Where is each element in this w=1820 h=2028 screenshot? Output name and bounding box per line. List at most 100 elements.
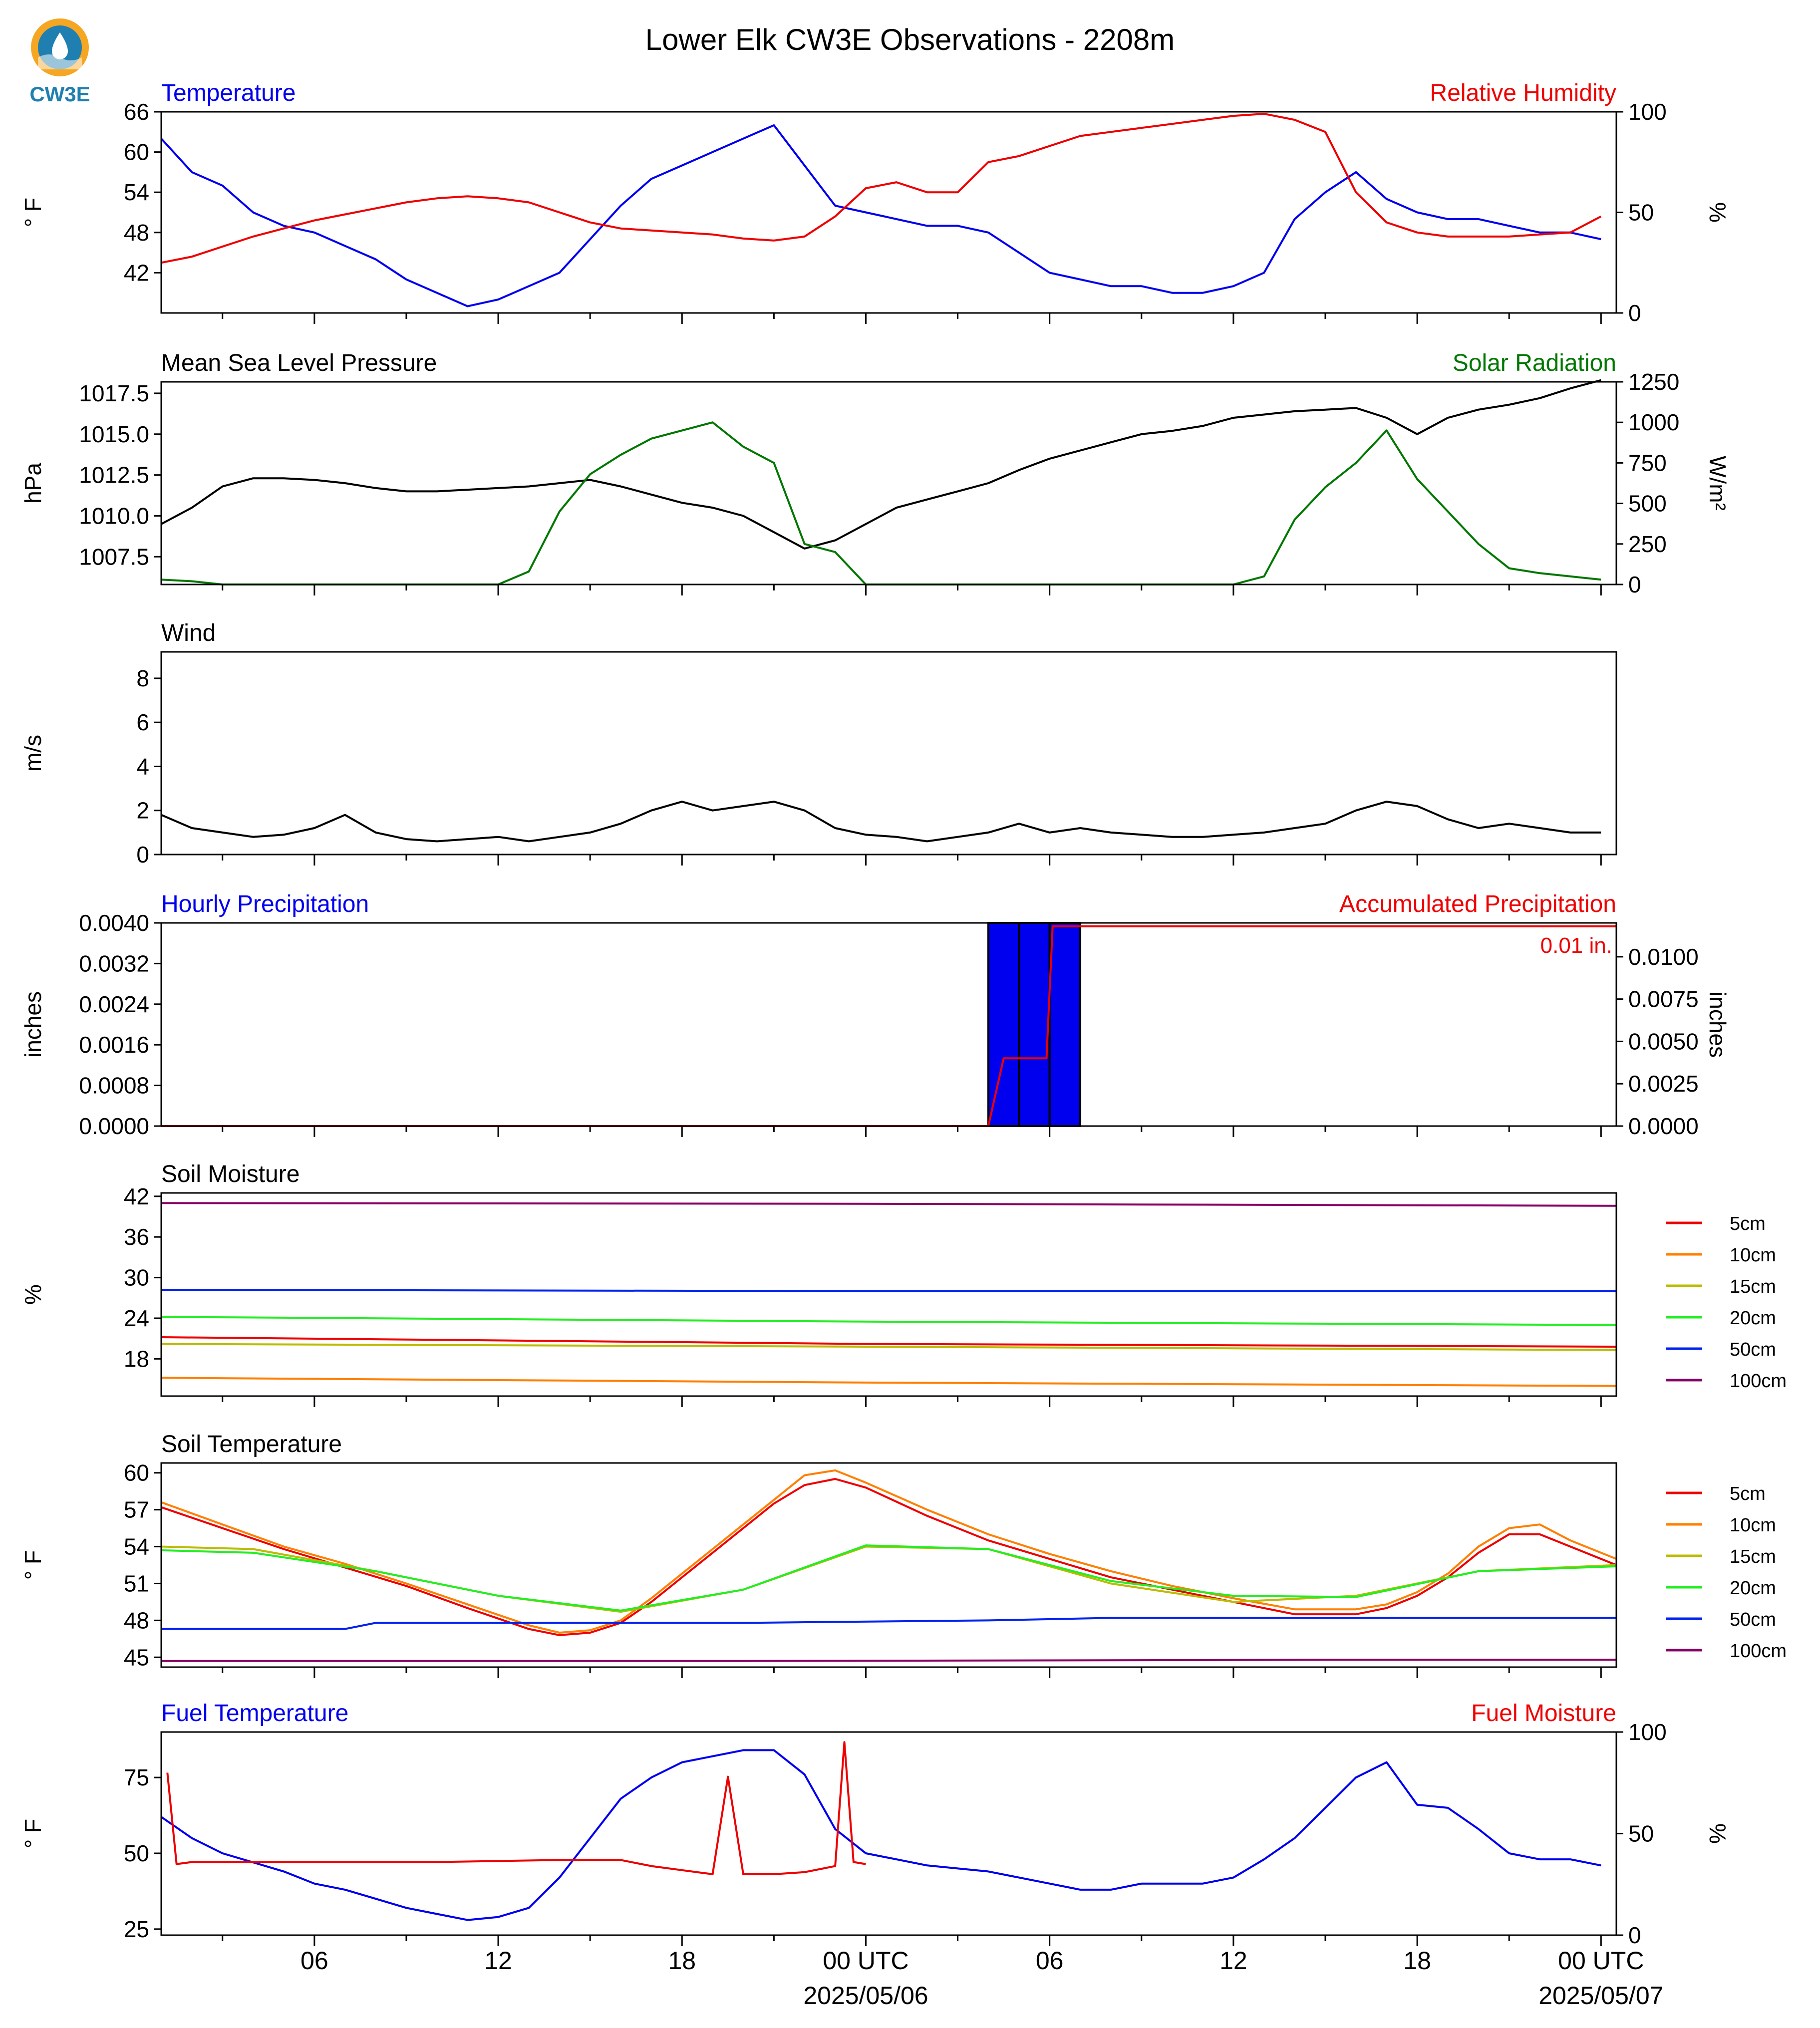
series-line-1 <box>161 1478 1617 1636</box>
y-tick-label-left: 57 <box>124 1497 149 1523</box>
y-tick-label-right: 0.0075 <box>1628 986 1699 1012</box>
y-tick-label-left: 0.0040 <box>79 910 149 936</box>
legend-label: 100cm <box>1730 1641 1787 1662</box>
series-line-1 <box>161 801 1601 843</box>
logo-wave-icon <box>38 54 82 69</box>
y-tick-label-right: 0 <box>1628 1922 1641 1948</box>
precip-bar <box>987 922 1020 1127</box>
y-tick-label-right: 1250 <box>1628 369 1679 395</box>
y-tick-label-left: 8 <box>136 665 149 691</box>
series-line-2 <box>161 1469 1617 1634</box>
x-tick-label: 00 UTC <box>1558 1947 1644 1975</box>
legend-label: 50cm <box>1730 1609 1776 1630</box>
y-tick-label-left: 1007.5 <box>79 544 149 570</box>
y-axis-label-right: W/m² <box>1705 456 1731 511</box>
logo-droplet-icon <box>52 32 68 59</box>
y-tick-label-right: 50 <box>1628 1821 1654 1847</box>
y-tick-label-right: 0.0025 <box>1628 1071 1699 1097</box>
panel-frame <box>160 651 1617 856</box>
panel-title-right: Fuel Moisture <box>1471 1700 1616 1727</box>
x-tick-label: 06 <box>301 1947 328 1975</box>
legend-label: 5cm <box>1730 1213 1766 1234</box>
x-date-label: 2025/05/07 <box>1538 1982 1663 2010</box>
panel-6: Soil Temperature 60 57 54 51 48 45 ° F 5cm 10cm 15… <box>20 1431 1787 1678</box>
x-tick-label: 18 <box>1403 1947 1431 1975</box>
y-tick-label-left: 0.0000 <box>79 1113 149 1139</box>
y-tick-label-left: 45 <box>124 1644 149 1670</box>
y-tick-label-right: 250 <box>1628 531 1667 557</box>
y-tick-label-left: 25 <box>124 1916 149 1942</box>
y-tick-label-left: 1012.5 <box>79 462 149 488</box>
precip-bar <box>1048 922 1082 1127</box>
y-tick-label-left: 54 <box>124 179 149 205</box>
cw3e-logo: CW3E <box>29 18 90 106</box>
legend-label: 100cm <box>1730 1371 1787 1392</box>
panel-frame <box>160 1192 1617 1397</box>
series-line-1 <box>161 1336 1617 1348</box>
series-line-1 <box>160 1749 1601 1921</box>
series-line-3 <box>161 1343 1617 1351</box>
panel-title-left: Fuel Temperature <box>161 1700 348 1727</box>
y-tick-label-right: 1000 <box>1628 409 1679 435</box>
x-axis-labels: 06 12 18 00 UTC 06 12 18 00 UTC 2025/05/06 2025/0… <box>301 1947 1663 2010</box>
x-date-label: 2025/05/06 <box>803 1982 928 2010</box>
panel-title-left: Wind <box>161 620 216 646</box>
y-tick-label-left: 51 <box>124 1570 149 1596</box>
y-tick-label-right: 500 <box>1628 491 1667 517</box>
series-line-5 <box>161 1617 1616 1630</box>
y-tick-label-right: 0.0100 <box>1628 944 1699 970</box>
y-axis-label-left: m/s <box>20 735 46 772</box>
y-tick-label-left: 48 <box>124 220 149 246</box>
series-line-6 <box>161 1659 1616 1662</box>
y-tick-label-left: 2 <box>136 798 149 824</box>
y-tick-label-left: 30 <box>124 1265 149 1291</box>
panel-title-right: Accumulated Precipitation <box>1339 891 1616 917</box>
y-axis-label-left: ° F <box>20 1550 46 1580</box>
series-line-2 <box>166 1741 866 1875</box>
legend-label: 15cm <box>1730 1276 1776 1297</box>
y-tick-label-left: 50 <box>124 1840 149 1866</box>
y-tick-label-right: 0.0000 <box>1628 1113 1699 1139</box>
y-axis-label-left: ° F <box>20 198 46 227</box>
x-tick-label: 00 UTC <box>823 1947 909 1975</box>
legend-label: 20cm <box>1730 1578 1776 1599</box>
panel-frame <box>160 111 1617 314</box>
y-tick-label-left: 0.0032 <box>79 950 149 976</box>
series-line-6 <box>161 1202 1617 1207</box>
y-axis-label-left: ° F <box>20 1819 46 1848</box>
series-line-1 <box>161 379 1601 550</box>
x-tick-label: 12 <box>484 1947 512 1975</box>
series-line-5 <box>161 1289 1616 1292</box>
y-tick-label-right: 750 <box>1628 450 1667 476</box>
panel-frame <box>160 1462 1617 1668</box>
legend-label: 20cm <box>1730 1308 1776 1329</box>
panel-title-left: Temperature <box>161 80 296 106</box>
y-tick-label-left: 60 <box>124 1460 149 1486</box>
y-tick-label-left: 6 <box>136 709 149 735</box>
legend-label: 10cm <box>1730 1515 1776 1536</box>
panel-frame <box>160 922 1617 1127</box>
y-tick-label-left: 48 <box>124 1607 149 1633</box>
y-axis-label-left: % <box>20 1284 46 1305</box>
y-tick-label-left: 0.0016 <box>79 1032 149 1058</box>
y-tick-label-left: 0 <box>136 842 149 868</box>
panel-title-left: Soil Moisture <box>161 1161 300 1187</box>
panels-group: Temperature Relative Humidity666054484210… <box>20 80 1787 1948</box>
legend-label: 15cm <box>1730 1546 1776 1567</box>
y-axis-label-left: hPa <box>20 463 46 504</box>
y-tick-label-left: 24 <box>124 1305 149 1331</box>
panel-4: Hourly Precipitation Accumulated Precipit… <box>20 891 1731 1139</box>
series-line-1 <box>160 124 1601 307</box>
y-axis-label-right: % <box>1705 202 1731 223</box>
series-line-4 <box>161 1544 1617 1612</box>
panel-title-right: Relative Humidity <box>1430 80 1616 106</box>
y-tick-label-left: 1015.0 <box>79 421 149 447</box>
y-tick-label-right: 0 <box>1628 572 1641 597</box>
x-tick-label: 06 <box>1036 1947 1064 1975</box>
y-tick-label-left: 1017.5 <box>79 380 149 406</box>
panel-frame <box>160 381 1617 585</box>
y-tick-label-left: 36 <box>124 1224 149 1250</box>
panel-title-right: Solar Radiation <box>1453 350 1616 376</box>
y-axis-label-right: inches <box>1705 991 1731 1058</box>
